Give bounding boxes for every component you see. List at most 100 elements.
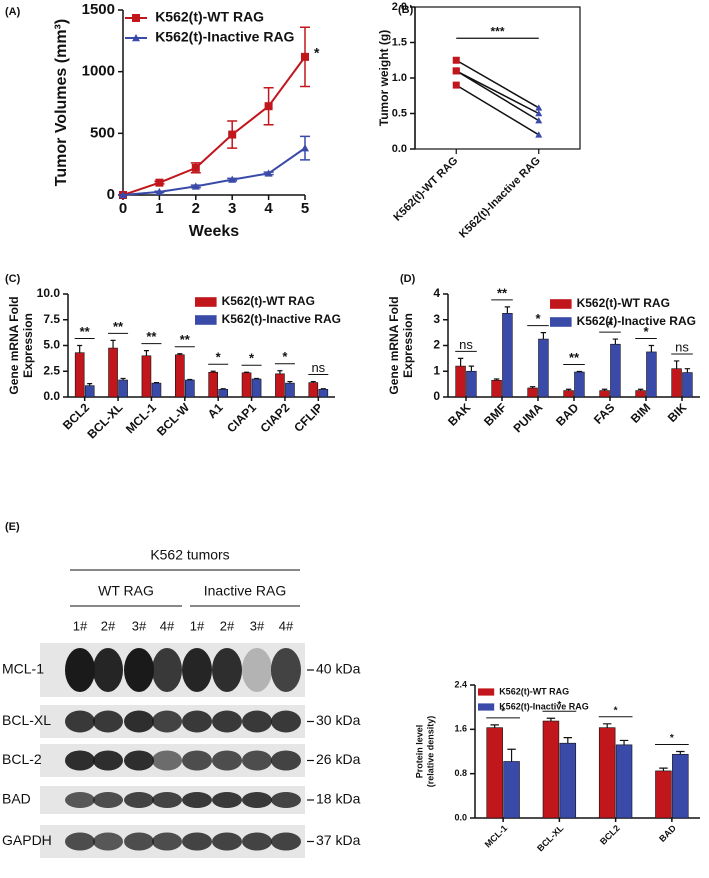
bar — [598, 727, 616, 819]
bar — [655, 770, 672, 819]
blot-band — [124, 710, 154, 733]
plot-frame — [414, 6, 581, 150]
x-tick-label: BIM — [628, 400, 653, 425]
blot-band — [212, 648, 242, 692]
annotation: * — [216, 350, 222, 365]
bar — [527, 387, 538, 398]
x-tick-label: 4 — [264, 200, 273, 217]
error-bar — [287, 380, 293, 384]
blot-band — [152, 832, 182, 851]
point — [452, 56, 460, 64]
annotation: * — [282, 349, 288, 364]
blot-title: K562 tumors — [150, 547, 229, 563]
blot-band — [93, 792, 123, 808]
annotation: * — [535, 311, 541, 326]
error-bar — [565, 388, 572, 391]
blot-band — [271, 750, 301, 771]
error-bar — [684, 368, 691, 373]
blot-band — [242, 648, 272, 692]
lane-label: 4# — [279, 618, 294, 633]
x-tick-label: BCL-XL — [84, 400, 125, 441]
point — [301, 144, 309, 152]
bar — [502, 313, 513, 398]
x-tick-label: BAD — [553, 400, 582, 429]
blot-band — [271, 710, 301, 733]
blot-band — [242, 750, 272, 771]
legend-swatch — [550, 299, 572, 309]
panel-label: (C) — [5, 273, 21, 285]
x-tick-label: MCL-1 — [483, 823, 510, 850]
annotation: ** — [146, 329, 157, 344]
pair-line — [455, 70, 540, 115]
annotation: ** — [569, 350, 580, 365]
blot-band — [271, 792, 301, 808]
y-tick-label: 0.8 — [454, 768, 467, 778]
y-tick-label: 0 — [433, 389, 440, 403]
error-bar — [601, 388, 608, 391]
blot-band — [212, 750, 242, 771]
error-bar — [468, 365, 475, 372]
y-tick-label: 500 — [90, 124, 115, 141]
y-tick-label: 3 — [433, 312, 440, 326]
legend-marker — [132, 34, 140, 42]
blot-band — [152, 792, 182, 808]
blot-band — [65, 750, 95, 771]
error-bar — [529, 386, 536, 388]
x-tick-label: CIAP2 — [257, 400, 292, 435]
error-bar — [612, 338, 619, 345]
row-label: BCL-2 — [2, 751, 42, 767]
x-tick-label: BCL-W — [154, 400, 193, 439]
lane-label: 3# — [250, 618, 265, 633]
bar — [74, 352, 85, 398]
error-bar — [220, 388, 226, 390]
bar — [218, 388, 228, 398]
y-axis-label: Gene mRNA Fold — [387, 296, 401, 394]
point — [301, 52, 309, 61]
error-bar — [277, 370, 283, 374]
point — [155, 187, 164, 196]
bar — [84, 385, 95, 398]
error-bar — [576, 370, 583, 373]
blot-band — [124, 648, 154, 692]
blot-band — [65, 792, 95, 808]
x-axis-label: Weeks — [189, 223, 240, 240]
blot-band — [212, 792, 242, 808]
lane-label: 2# — [101, 618, 116, 633]
annotation: * — [643, 324, 649, 339]
y-tick-label: 4 — [433, 286, 440, 300]
error-bar — [254, 377, 260, 380]
error-bar — [177, 353, 183, 355]
pair-line — [455, 70, 540, 122]
point — [155, 178, 164, 187]
y-axis-label: (relative density) — [425, 716, 435, 788]
error-bar — [637, 388, 644, 391]
legend-label: K562(t)-Inactive RAG — [499, 701, 589, 711]
blot-band — [93, 750, 123, 771]
error-bar — [457, 357, 464, 367]
point — [452, 67, 460, 75]
annotation: * — [557, 700, 561, 711]
error-bar — [77, 344, 83, 353]
bar — [175, 354, 185, 398]
row-label: BAD — [2, 791, 31, 807]
bar — [118, 379, 128, 398]
y-tick-label: 0 — [107, 186, 115, 203]
x-tick-label: CFLIP — [291, 400, 325, 434]
x-tick-label: BIK — [665, 400, 690, 425]
y-tick-label: 1500 — [82, 1, 115, 18]
x-tick-label: BCL-XL — [535, 823, 566, 854]
size-label: 37 kDa — [316, 832, 361, 848]
legend-label: K562(t)-WT RAG — [577, 296, 670, 310]
lane-label: 1# — [190, 618, 205, 633]
point — [191, 163, 200, 172]
annotation: ** — [180, 332, 191, 347]
bar — [672, 753, 689, 819]
legend-swatch — [195, 315, 217, 325]
y-axis-label: Tumor weight (g) — [377, 30, 391, 126]
error-bar — [540, 332, 547, 340]
error-bar — [493, 378, 500, 381]
bar — [542, 720, 560, 819]
x-tick-label: BMF — [481, 400, 509, 428]
point — [535, 110, 543, 117]
